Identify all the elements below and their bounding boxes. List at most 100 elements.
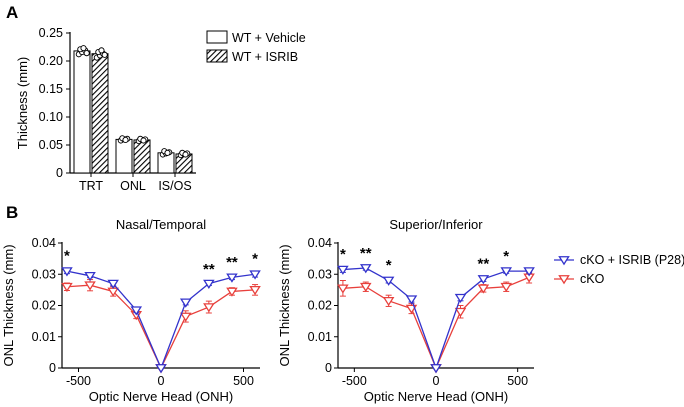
series-line-cko-isrib-p28	[66, 270, 256, 370]
data-marker	[84, 271, 96, 282]
bar-wt-isrib-trt	[91, 53, 109, 174]
data-point	[140, 137, 147, 144]
data-point	[83, 50, 90, 57]
y-tick-label: 0.02	[32, 299, 56, 313]
y-tick-label: 0	[325, 361, 332, 375]
legend-label-cko-isrib-p28: cKO + ISRIB (P28)	[580, 253, 684, 267]
data-marker	[382, 296, 395, 307]
data-marker	[84, 281, 96, 291]
data-marker	[203, 279, 215, 289]
data-marker	[477, 284, 490, 294]
y-tick-label: 0	[56, 166, 63, 180]
y-tick-label: 0	[49, 361, 56, 375]
y-tick-label: 0.04	[32, 236, 56, 250]
x-tick-label-onl: ONL	[120, 179, 146, 193]
panel-letter-a: A	[6, 3, 18, 22]
data-point	[101, 51, 108, 58]
data-marker	[558, 275, 570, 285]
data-marker	[359, 282, 372, 293]
data-marker	[226, 273, 238, 283]
data-marker	[61, 282, 73, 293]
data-marker	[359, 264, 372, 274]
x-tick-label: 500	[233, 374, 254, 388]
data-marker	[61, 267, 73, 277]
data-marker	[130, 306, 143, 316]
data-point	[80, 45, 87, 52]
significance-marker: *	[64, 248, 70, 265]
data-point	[98, 47, 105, 54]
y-tick-label: 0.15	[39, 82, 63, 96]
x-tick-label: 500	[507, 374, 528, 388]
data-marker	[337, 284, 349, 294]
data-point	[182, 151, 189, 158]
y-tick-label: 0.03	[308, 267, 332, 281]
x-tick-label-trt: TRT	[79, 179, 103, 193]
significance-marker: **	[360, 245, 372, 262]
x-tick-label: 0	[433, 374, 440, 388]
data-marker	[382, 276, 395, 286]
significance-marker: *	[340, 246, 346, 263]
y-tick-label: 0.05	[39, 138, 63, 152]
series-line-cko	[66, 284, 256, 370]
y-tick-label: 0.01	[32, 330, 56, 344]
legend-label-wt-vehicle: WT + Vehicle	[232, 31, 306, 45]
data-marker	[558, 256, 570, 266]
data-marker	[107, 279, 119, 289]
y-tick-label: 0.25	[39, 26, 63, 40]
x-axis-title: Optic Nerve Head (ONH)	[364, 389, 508, 404]
data-marker	[179, 312, 192, 322]
data-point	[164, 149, 171, 156]
series-line-cko	[342, 276, 530, 370]
significance-marker: **	[226, 254, 238, 271]
legend-label-cko: cKO	[580, 272, 605, 286]
y-tick-label: 0.02	[308, 299, 332, 313]
chart-title: Nasal/Temporal	[116, 217, 206, 232]
data-marker	[203, 303, 215, 313]
x-axis-title: Optic Nerve Head (ONH)	[89, 389, 233, 404]
y-axis-title: Thickness (mm)	[15, 57, 30, 149]
legend-line-charts: cKO + ISRIB (P28) cKO	[554, 253, 684, 286]
data-marker	[477, 275, 490, 285]
bar-wt-vehicle-onl	[115, 138, 133, 174]
y-tick-label: 0.20	[39, 54, 63, 68]
legend-swatch-wt-vehicle	[206, 30, 228, 44]
y-tick-label: 0.04	[308, 236, 332, 250]
data-marker	[249, 286, 261, 296]
bar-wt-vehicle-trt	[73, 50, 91, 174]
data-marker	[226, 287, 238, 297]
significance-marker: *	[503, 248, 509, 265]
legend-bar-chart: WT + Vehicle WT + ISRIB	[206, 30, 306, 64]
significance-marker: **	[203, 261, 215, 278]
data-marker	[500, 267, 513, 277]
x-tick-label: -500	[66, 374, 91, 388]
significance-marker: *	[386, 257, 392, 274]
x-tick-label-is-os: IS/OS	[158, 179, 191, 193]
data-marker	[523, 267, 535, 277]
significance-marker: **	[478, 255, 490, 272]
data-marker	[500, 282, 513, 293]
y-tick-label: 0.03	[32, 267, 56, 281]
x-tick-label: -500	[342, 374, 367, 388]
panel-letter-b: B	[6, 203, 18, 222]
y-axis-title: ONL Thickness (mm)	[277, 244, 292, 366]
x-tick-label: 0	[158, 374, 165, 388]
data-point	[122, 136, 129, 144]
y-axis-title: ONL Thickness (mm)	[1, 244, 16, 366]
y-tick-label: 0.10	[39, 110, 63, 124]
data-marker	[249, 270, 261, 280]
significance-marker: *	[252, 250, 258, 267]
data-marker	[337, 265, 349, 275]
data-marker	[454, 307, 467, 318]
y-tick-label: 0.01	[308, 330, 332, 344]
data-marker	[430, 364, 442, 374]
bar-wt-isrib-onl	[133, 139, 151, 174]
data-marker	[155, 364, 167, 374]
legend-swatch-wt-isrib	[206, 49, 228, 63]
legend-label-wt-isrib: WT + ISRIB	[232, 50, 298, 64]
data-marker	[454, 293, 467, 304]
data-marker	[405, 295, 418, 305]
data-marker	[179, 298, 192, 308]
